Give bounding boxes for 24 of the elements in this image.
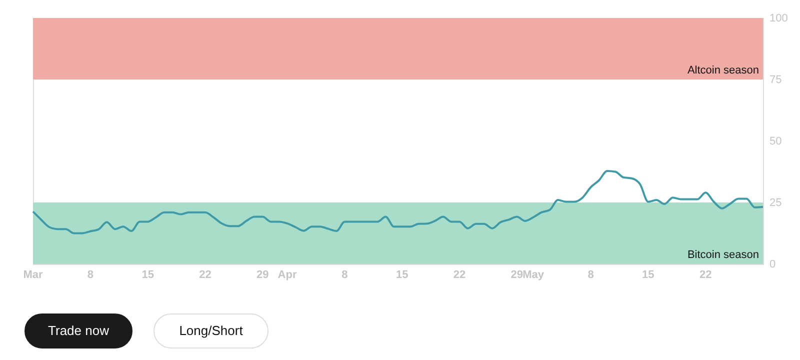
text: Long/Short [179,323,244,338]
y-tick-label: 25 [770,197,782,209]
x-tick-label: 22 [699,269,712,281]
y-tick-label: 75 [770,74,782,86]
x-tick-label: 8 [588,269,594,281]
x-tick-label: 8 [87,269,94,281]
x-tick-label: May [522,269,545,281]
x-tick-label: 15 [396,269,408,281]
y-tick-label: 100 [770,12,788,24]
x-tick-label: Mar [23,269,44,281]
x-tick-label: 8 [342,269,348,281]
x-tick-label: 22 [453,269,466,281]
y-tick-label: 50 [770,136,782,148]
x-tick-label: 29 [256,269,269,281]
band-label: Bitcoin season [687,249,759,261]
x-tick-label: 15 [642,269,654,281]
x-tick-label: 15 [142,269,154,281]
band-label: Altcoin season [687,64,759,76]
line-series [32,170,764,234]
x-tick-label: Apr [278,269,298,281]
text: Trade now [48,323,110,338]
x-tick-label: 22 [199,269,212,281]
x-tick-label: 29 [510,269,524,281]
y-tick-label: 0 [770,258,776,270]
